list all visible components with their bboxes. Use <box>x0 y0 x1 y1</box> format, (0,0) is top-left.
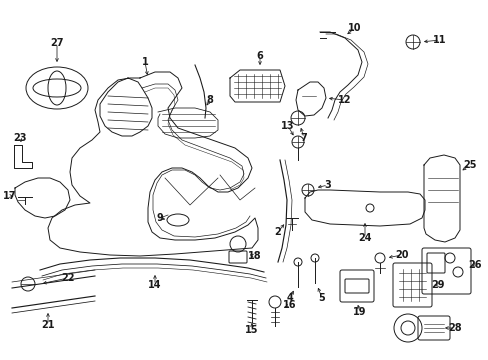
Text: 17: 17 <box>3 191 17 201</box>
Text: 24: 24 <box>358 233 371 243</box>
Text: 7: 7 <box>300 133 307 143</box>
Text: 4: 4 <box>286 293 293 303</box>
Text: 3: 3 <box>324 180 331 190</box>
Text: 5: 5 <box>318 293 325 303</box>
Text: 12: 12 <box>338 95 351 105</box>
Text: 20: 20 <box>394 250 408 260</box>
Text: 23: 23 <box>13 133 27 143</box>
Text: 8: 8 <box>206 95 213 105</box>
Text: 28: 28 <box>447 323 461 333</box>
Text: 11: 11 <box>432 35 446 45</box>
Text: 21: 21 <box>41 320 55 330</box>
Text: 13: 13 <box>281 121 294 131</box>
Text: 16: 16 <box>283 300 296 310</box>
Text: 27: 27 <box>50 38 63 48</box>
Text: 15: 15 <box>245 325 258 335</box>
Text: 25: 25 <box>462 160 476 170</box>
Text: 19: 19 <box>352 307 366 317</box>
Text: 29: 29 <box>430 280 444 290</box>
Text: 26: 26 <box>468 260 481 270</box>
Text: 22: 22 <box>61 273 75 283</box>
Text: 1: 1 <box>142 57 148 67</box>
Text: 9: 9 <box>156 213 163 223</box>
Text: 10: 10 <box>347 23 361 33</box>
Text: 18: 18 <box>248 251 261 261</box>
Text: 14: 14 <box>148 280 162 290</box>
Text: 2: 2 <box>274 227 281 237</box>
Text: 6: 6 <box>256 51 263 61</box>
